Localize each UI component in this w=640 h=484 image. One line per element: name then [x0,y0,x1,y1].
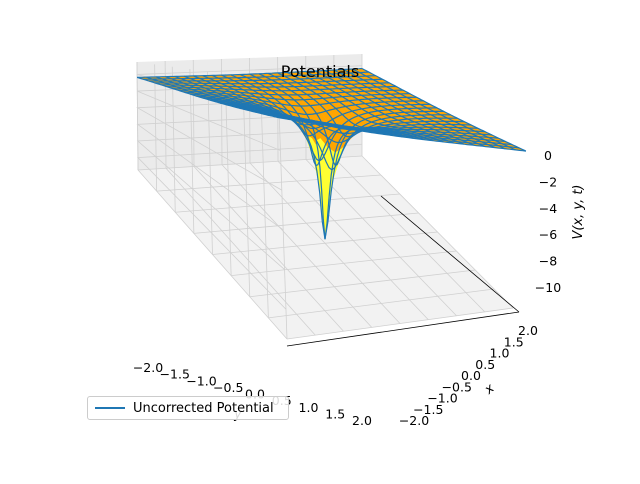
z-tick-label: −4 [539,201,557,216]
z-tick-label: −8 [539,254,557,269]
y-tick-label: 1.0 [299,400,319,415]
y-tick-label: 1.5 [325,406,345,421]
z-axis-label: V(x, y, t) [571,184,586,239]
legend: Uncorrected Potential [87,396,289,420]
x-axis-label: x [481,381,498,398]
x-tick-label: 2.0 [518,323,538,338]
y-tick-label: −0.5 [213,380,243,395]
z-tick-label: 0 [544,148,552,163]
z-tick-label: −6 [539,227,557,242]
legend-line-swatch [95,407,125,409]
y-tick-label: 2.0 [352,413,372,428]
z-tick-label: −10 [535,280,561,295]
z-tick-label: −2 [539,174,557,189]
legend-label: Uncorrected Potential [133,401,274,416]
chart-title: Potentials [0,62,640,81]
